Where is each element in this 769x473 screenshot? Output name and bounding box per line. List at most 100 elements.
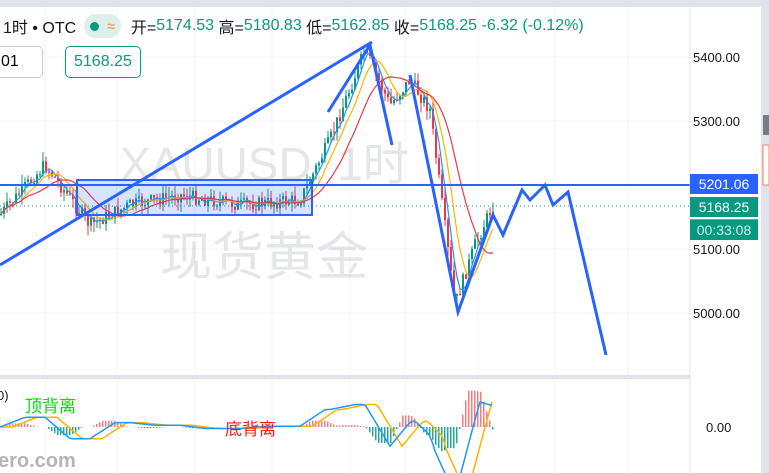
macd-histogram-bar <box>342 425 344 427</box>
candle-body <box>447 220 449 247</box>
macd-histogram-bar <box>405 415 407 427</box>
candle-body <box>114 206 116 219</box>
candle-body <box>69 193 71 195</box>
macd-histogram-bar <box>126 426 128 427</box>
candle-body <box>66 190 68 194</box>
macd-histogram-bar <box>399 422 401 427</box>
macd-histogram-bar <box>309 422 311 427</box>
macd-histogram-bar <box>378 427 380 444</box>
change-value: -6.32 (-0.12%) <box>481 17 584 34</box>
macd-histogram-bar <box>6 425 8 427</box>
candle-body <box>297 203 299 206</box>
candle-body <box>321 158 323 163</box>
macd-histogram-bar <box>483 401 485 427</box>
macd-histogram-bar <box>147 427 149 429</box>
macd-histogram-bar <box>414 418 416 427</box>
candle-body <box>234 207 236 210</box>
macd-histogram-bar <box>321 420 323 427</box>
candle-body <box>351 89 353 93</box>
candle-body <box>84 207 86 215</box>
candle-body <box>252 204 254 210</box>
macd-histogram-bar <box>318 420 320 427</box>
wave-icon: ≈ <box>107 18 115 34</box>
candle-body <box>231 200 233 208</box>
side-toolbar-marker[interactable] <box>763 115 769 135</box>
macd-histogram-bar <box>480 391 482 427</box>
candle-body <box>489 213 491 216</box>
macd-histogram-bar <box>144 427 146 429</box>
candle-body <box>456 293 458 296</box>
macd-histogram-bar <box>489 420 491 427</box>
macd-histogram-bar <box>54 427 56 434</box>
candle-body <box>432 108 434 129</box>
macd-histogram-bar <box>420 427 422 428</box>
macd-histogram-bar <box>438 427 440 449</box>
macd-legend: 0) <box>0 388 9 403</box>
candle-body <box>138 196 140 199</box>
trend-line-drawing[interactable] <box>0 40 373 267</box>
green-dot-icon <box>90 21 100 31</box>
candle-body <box>159 198 161 205</box>
candle-body <box>468 259 470 279</box>
projection-path-drawing[interactable] <box>408 74 608 356</box>
candle-body <box>354 78 356 90</box>
macd-histogram-bar <box>381 427 383 444</box>
macd-histogram-bar <box>138 427 140 428</box>
macd-histogram-bar <box>330 423 332 427</box>
macd-histogram-bar <box>465 400 467 427</box>
interval-label[interactable]: 1时 • OTC <box>3 20 77 37</box>
zigzag-drawing-1[interactable] <box>326 41 394 146</box>
candle-body <box>429 108 431 112</box>
status-badge[interactable]: ≈ <box>84 14 121 38</box>
candle-body <box>408 81 410 85</box>
watermark-name: 现货黄金 <box>160 229 368 287</box>
macd-histogram-bar <box>396 427 398 430</box>
close-label: 收= <box>393 20 420 37</box>
candle-body <box>33 182 35 185</box>
macd-histogram-bar <box>57 427 59 436</box>
quantity-input[interactable]: 01 <box>0 46 43 78</box>
candle-body <box>192 190 194 196</box>
candle-body <box>438 158 440 175</box>
side-panel-tab[interactable] <box>762 144 769 186</box>
candle-body <box>258 197 260 210</box>
macd-histogram-bar <box>99 422 101 427</box>
candle-body <box>90 217 92 226</box>
candle-body <box>60 181 62 193</box>
candle-body <box>126 202 128 208</box>
macd-histogram-bar <box>24 423 26 427</box>
candle-body <box>303 188 305 204</box>
candle-body <box>294 195 296 204</box>
macd-histogram-bar <box>327 421 329 427</box>
macd-histogram-bar <box>459 427 461 430</box>
candle-body <box>207 198 209 206</box>
macd-histogram-bar <box>78 427 80 430</box>
candle-body <box>132 199 134 207</box>
macd-histogram-bar <box>63 427 65 436</box>
candle-body <box>444 197 446 221</box>
axis-tick: 5100.00 <box>693 242 740 257</box>
macd-histogram-bar <box>48 427 50 430</box>
macd-histogram-bar <box>408 415 410 427</box>
candle-body <box>42 161 44 175</box>
candle-body <box>105 212 107 225</box>
candle-body <box>441 174 443 198</box>
macd-histogram-bar <box>444 427 446 451</box>
macd-histogram-bar <box>390 427 392 444</box>
candle-body <box>219 200 221 206</box>
macd-histogram-bar <box>324 420 326 427</box>
macd-zero-tick: 0.00 <box>706 420 732 435</box>
macd-histogram-bar <box>354 425 356 427</box>
candle-body <box>45 161 47 172</box>
macd-histogram-bar <box>81 427 83 428</box>
high-label: 高= <box>218 20 244 37</box>
macd-histogram-bar <box>339 425 341 427</box>
high-value: 5180.83 <box>243 17 302 34</box>
annotation-bottom-divergence: 底背离 <box>225 420 276 439</box>
candle-body <box>57 177 59 182</box>
macd-histogram-bar <box>348 425 350 427</box>
candle-body <box>225 196 227 200</box>
candle-body <box>459 293 461 296</box>
price-input[interactable]: 5168.25 <box>65 46 141 78</box>
